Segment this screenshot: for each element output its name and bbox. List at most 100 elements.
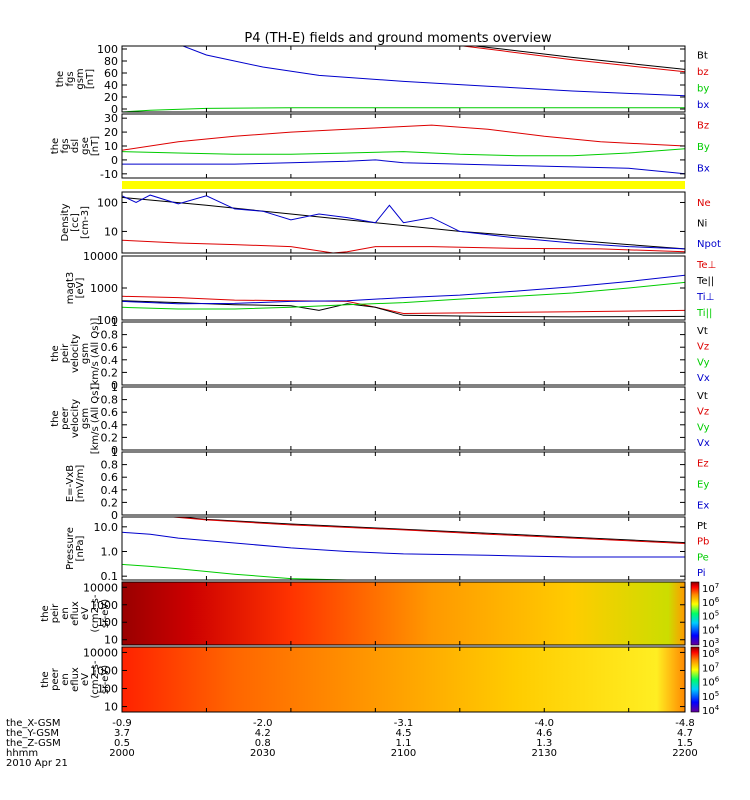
spectrogram <box>122 647 685 712</box>
y-axis-label: [cm-3] <box>80 206 91 239</box>
legend-entry: Pi <box>697 568 706 579</box>
y-axis-label: gsm <box>80 408 91 429</box>
legend-entry: Npot <box>697 239 721 250</box>
y-tick-label: 30 <box>104 112 118 125</box>
y-tick-label: 100 <box>97 196 118 209</box>
y-tick-label: 100 <box>97 314 118 327</box>
colorbar-exponent: 7 <box>715 582 719 590</box>
colorbar-label: 104 <box>702 704 720 717</box>
y-axis-label: eflux <box>70 601 81 626</box>
x-axis-labels: the_X-GSM -0.9 -2.0 -3.1 -4.0 -4.8 the_Y-GSM 3.… <box>6 718 698 769</box>
x-tick-label: 4.5 <box>396 728 412 739</box>
colorbar-label: 107 <box>702 661 719 674</box>
y-tick-label: 80 <box>104 55 118 68</box>
y-tick-label: 0.6 <box>101 406 119 419</box>
y-axis-label: eflux <box>70 667 81 692</box>
y-tick-label: 0.2 <box>101 431 119 444</box>
legend-entry: Ey <box>697 480 709 491</box>
panel-frame <box>121 191 686 254</box>
y-axis-label: Pressure <box>65 527 76 570</box>
y-tick-label: 0.2 <box>101 496 119 509</box>
y-axis-label: gsm <box>80 343 91 364</box>
y-tick-label: 0.1 <box>101 570 119 583</box>
colorbar-label: 104 <box>702 623 720 636</box>
y-axis-label: eV <box>80 673 91 686</box>
series-by-line <box>122 148 685 157</box>
y-axis-label: velocity <box>70 399 81 438</box>
y-tick-label: 0.8 <box>101 459 119 472</box>
y-axis-label: (cm2-s- <box>90 594 101 632</box>
y-axis-label: (cm2-s- <box>90 660 101 698</box>
x-tick-label: 2200 <box>672 748 697 759</box>
panel-8: Pt Pb Pe Pi 0.1 1.0 10.0 Pressure [nPa] <box>65 516 709 583</box>
y-tick-label: 0.4 <box>101 354 119 367</box>
chart-title: P4 (TH-E) fields and ground moments over… <box>244 31 552 46</box>
y-tick-label: 0 <box>111 103 118 116</box>
panel-frame <box>121 45 686 113</box>
y-axis-label: the <box>50 410 61 426</box>
y-tick-label: 10 <box>104 140 118 153</box>
x-tick-label: 2130 <box>532 748 557 759</box>
y-axis-label: the <box>50 345 61 361</box>
y-tick-label: 0.4 <box>101 419 119 432</box>
y-tick-label: 10 <box>104 225 118 238</box>
x-tick-label: 4.2 <box>255 728 271 739</box>
legend-entry: Pt <box>697 521 707 532</box>
series-bz-line <box>459 46 685 73</box>
x-tick-label: 3.7 <box>114 728 130 739</box>
x-tick-label: 0.5 <box>114 738 130 749</box>
x-row-label: hhmm <box>6 748 38 759</box>
y-tick-label: 20 <box>104 126 118 139</box>
y-axis-label: dsl <box>70 139 81 153</box>
y-axis-label: en <box>60 673 71 686</box>
y-tick-label: 0.6 <box>101 341 119 354</box>
y-tick-label: 1.0 <box>101 545 119 558</box>
legend-entry: Ti|| <box>696 308 712 319</box>
y-axis-label: sr-eV) <box>100 599 111 628</box>
legend-entry: bx <box>697 100 709 111</box>
series-te-line <box>122 295 685 315</box>
y-tick-label: 0.8 <box>101 329 119 342</box>
legend-entry: Bx <box>697 163 710 174</box>
y-tick-label: 0 <box>111 444 118 457</box>
series-npot-line <box>122 194 685 250</box>
colorbar-label: 108 <box>702 647 719 660</box>
y-tick-label: 60 <box>104 67 118 80</box>
y-axis-label: [km/s (All Qs)] <box>90 318 101 390</box>
y-axis-label: the <box>55 71 66 87</box>
y-tick-label: 40 <box>104 79 118 92</box>
legend-entry: Vx <box>697 373 710 384</box>
y-axis-label: [nT] <box>90 136 101 156</box>
colorbar-exponent: 4 <box>715 704 720 712</box>
panel-frame <box>121 321 686 386</box>
series-bx-line <box>122 159 685 175</box>
legend-entry: Bz <box>697 121 709 132</box>
panel-3: Ne Ni Npot 10 100 Density [cc] [cm-3] <box>60 191 721 254</box>
legend-entry: By <box>697 142 710 153</box>
legend-entry: Bt <box>697 50 708 61</box>
colorbar-label: 105 <box>702 610 719 623</box>
y-tick-label: 10.0 <box>94 521 119 534</box>
colorbar-label: 106 <box>702 676 720 689</box>
series-by-line <box>122 107 685 112</box>
y-tick-label: 1000 <box>90 664 118 677</box>
date-label: 2010 Apr 21 <box>6 758 68 769</box>
x-tick-label: 1.1 <box>396 738 412 749</box>
x-tick-label: 4.7 <box>677 728 693 739</box>
y-tick-label: 0 <box>111 509 118 522</box>
x-row-label: the_X-GSM <box>6 718 60 729</box>
colorbar-exponent: 5 <box>715 610 719 618</box>
x-tick-label: 2000 <box>109 748 134 759</box>
colorbar-exponent: 4 <box>715 623 720 631</box>
x-tick-label: 2030 <box>250 748 275 759</box>
legend-entry: Vx <box>697 438 710 449</box>
series-bz-line <box>122 124 685 151</box>
y-tick-label: 0.8 <box>101 394 119 407</box>
y-axis-label: fgs <box>65 71 76 86</box>
legend-entry: bz <box>697 67 709 78</box>
panel-frame <box>121 646 686 713</box>
y-axis-label: fgs <box>60 138 71 153</box>
